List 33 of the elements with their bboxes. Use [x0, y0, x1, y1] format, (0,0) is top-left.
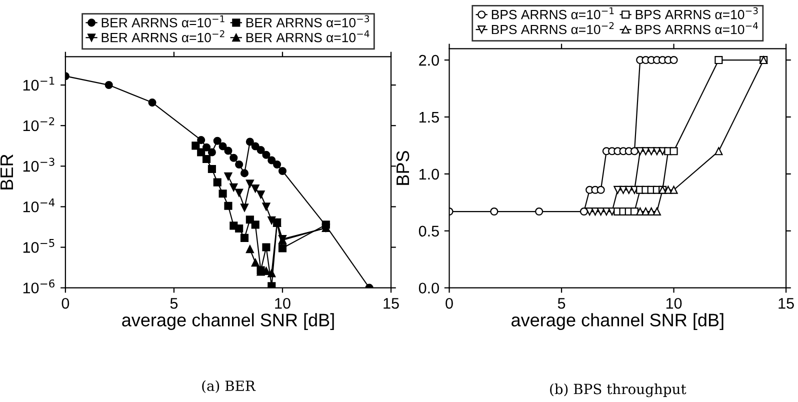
y-tick-label: 10$^{−1}$ — [23, 76, 54, 91]
legend-label: BER ARRNS α=10$^{−4}$ — [246, 30, 370, 42]
y-tick-label: 10$^{−4}$ — [23, 198, 55, 212]
legend-label: BPS ARRNS α=10$^{−4}$ — [636, 22, 758, 34]
x-tick-label: 10 — [666, 298, 682, 309]
y-axis-title: BER — [0, 154, 13, 190]
x-tick-label: 0 — [62, 298, 70, 309]
legend-label: BER ARRNS α=10$^{−1}$ — [102, 15, 224, 28]
x-tick-label: 0 — [446, 298, 453, 309]
y-tick-label: 10$^{−6}$ — [23, 279, 54, 294]
y-tick-label: 0.0 — [418, 282, 439, 294]
x-tick-label: 10 — [275, 298, 290, 309]
legend-label: BER ARRNS α=10$^{−2}$ — [102, 30, 224, 42]
y-tick-label: 1.5 — [419, 112, 439, 123]
text: (a) BER — [202, 380, 256, 394]
x-tick-label: 5 — [558, 298, 566, 309]
legend-label: BPS ARRNS α=10$^{−2}$ — [492, 22, 614, 34]
y-tick-label: 10$^{−2}$ — [23, 117, 54, 132]
legend-label: BER ARRNS α=10$^{−3}$ — [246, 15, 370, 28]
y-tick-label: 1.0 — [419, 168, 439, 180]
y-tick-label: 2.0 — [419, 54, 439, 66]
x-axis-title: average channel SNR [dB] — [122, 313, 334, 330]
text: (b) BPS throughput — [550, 384, 686, 398]
x-axis-title: average channel SNR [dB] — [512, 313, 724, 330]
legend-label: BPS ARRNS α=10$^{−1}$ — [492, 7, 614, 20]
x-tick-label: 5 — [170, 298, 178, 309]
y-tick-label: 10$^{−3}$ — [23, 158, 54, 172]
y-tick-label: 10$^{−5}$ — [23, 239, 54, 253]
x-tick-label: 15 — [384, 298, 399, 309]
legend-label: BPS ARRNS α=10$^{−3}$ — [636, 7, 758, 20]
y-tick-label: 0.5 — [418, 226, 439, 237]
y-axis-title: BPS — [396, 151, 410, 185]
x-tick-label: 15 — [778, 298, 794, 309]
